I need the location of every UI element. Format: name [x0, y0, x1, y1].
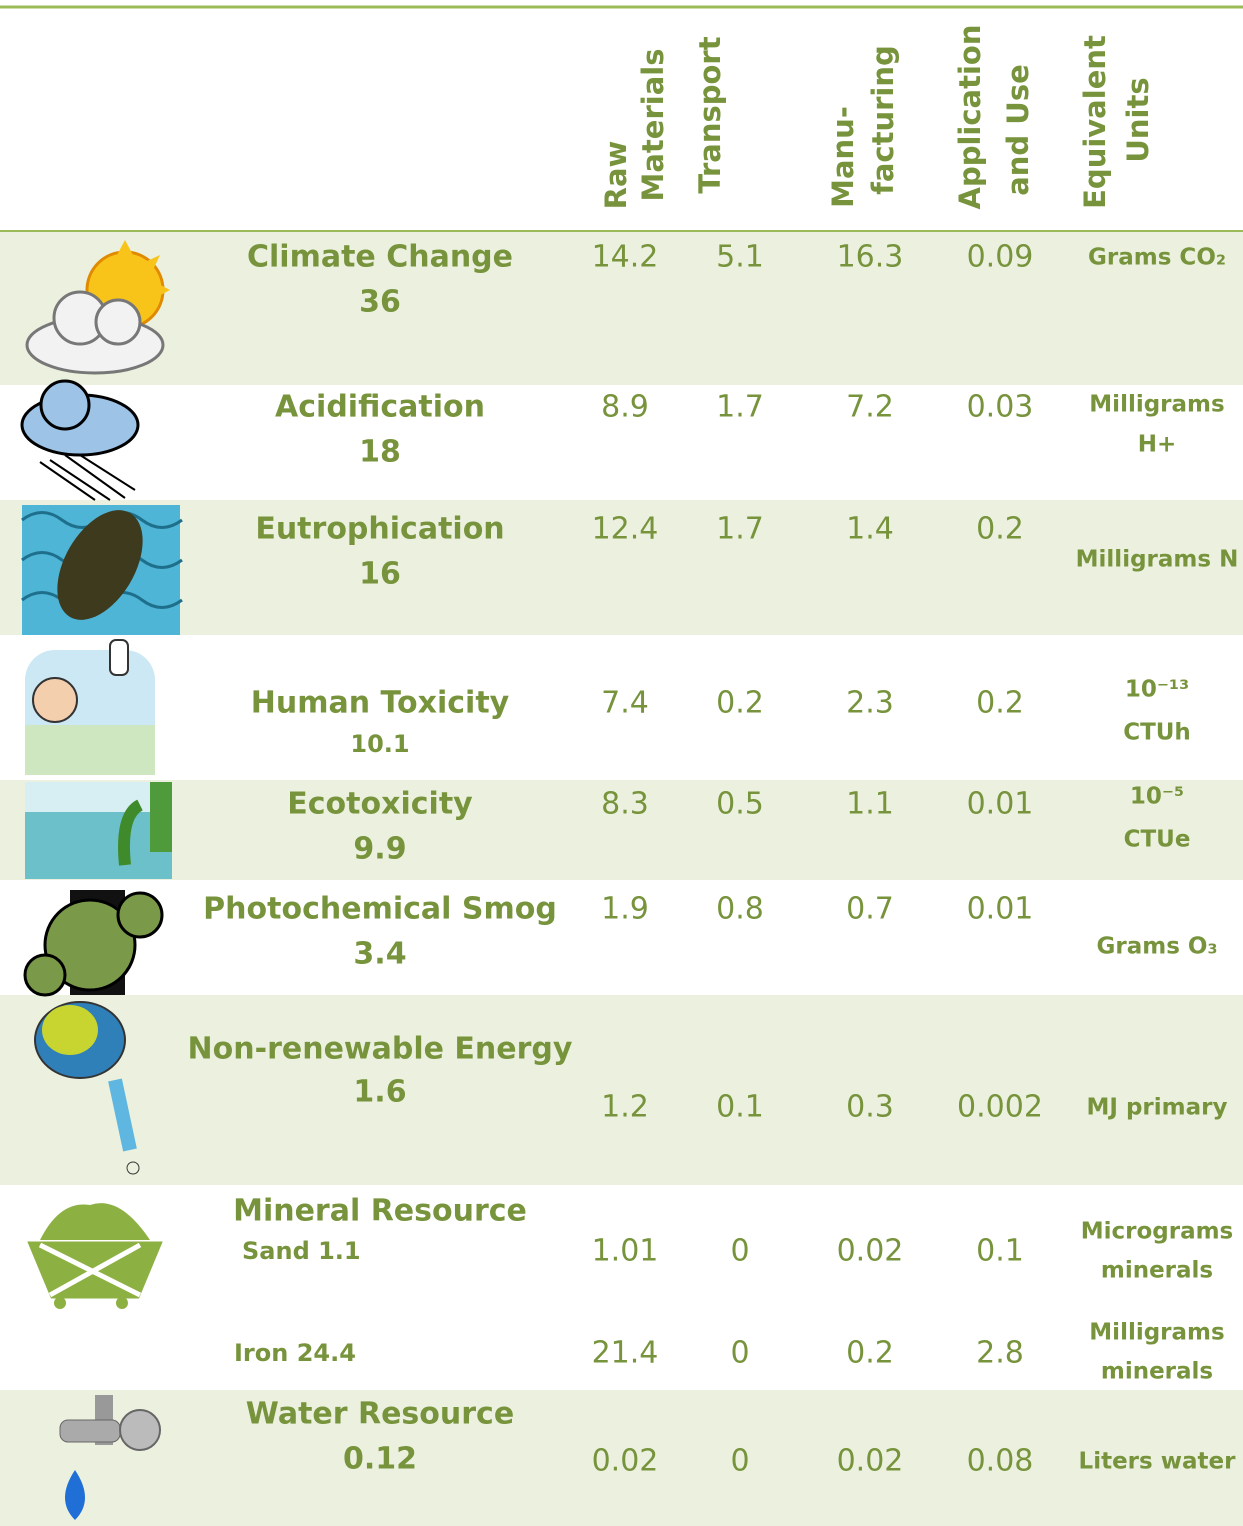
category-name: Water Resource: [246, 1397, 514, 1432]
cell-value: 0.02: [592, 1444, 659, 1479]
category-name: Acidification: [275, 390, 485, 425]
unit-label: minerals: [1101, 1258, 1213, 1284]
unit-label: 10⁻¹³: [1125, 677, 1189, 703]
category-name: Mineral Resource: [233, 1194, 527, 1229]
unit-label: minerals: [1101, 1359, 1213, 1385]
cell-value: 0.01: [967, 787, 1034, 822]
cell-value: 0.02: [837, 1234, 904, 1269]
column-header: Equivalent: [1078, 35, 1112, 209]
category-total: 1.6: [353, 1075, 406, 1110]
column-header: Application: [953, 25, 987, 210]
unit-label: H+: [1138, 432, 1177, 458]
category-name: Climate Change: [247, 240, 513, 275]
category-total: 18: [359, 435, 401, 470]
cell-value: 0.7: [846, 892, 894, 927]
subrow-label: Iron 24.4: [234, 1339, 356, 1367]
cell-value: 1.01: [592, 1234, 659, 1269]
cell-value: 14.2: [592, 240, 659, 275]
cell-value: 0: [730, 1444, 749, 1479]
category-total: 9.9: [353, 832, 406, 867]
unit-label: Milligrams: [1089, 1320, 1224, 1346]
page: RawMaterials Transport Manu-facturing Appli…: [0, 0, 1243, 1526]
icon-acidification: [22, 381, 138, 500]
cell-value: 0.2: [976, 512, 1024, 547]
cell-value: 0.1: [976, 1234, 1024, 1269]
cell-value: 12.4: [592, 512, 659, 547]
cell-value: 7.4: [601, 686, 649, 721]
column-header: facturing: [866, 45, 900, 195]
cell-value: 0.2: [976, 686, 1024, 721]
cell-value: 16.3: [837, 240, 904, 275]
unit-label: CTUh: [1123, 720, 1191, 746]
cell-value: 8.9: [601, 390, 649, 425]
category-total: 3.4: [353, 937, 406, 972]
cell-value: 0.08: [967, 1444, 1034, 1479]
category-name: Human Toxicity: [251, 686, 510, 721]
category-total: 0.12: [343, 1442, 417, 1477]
icon-eutrophication: [22, 496, 182, 635]
cell-value: 21.4: [592, 1336, 659, 1371]
row-backgrounds: [0, 232, 1243, 1526]
unit-label: Milligrams N: [1076, 547, 1239, 573]
unit-label: Liters water: [1079, 1449, 1237, 1475]
cell-value: 1.1: [846, 787, 894, 822]
cell-value: 0.2: [716, 686, 764, 721]
cell-value: 0: [730, 1234, 749, 1269]
cell-value: 1.7: [716, 390, 764, 425]
column-header: Raw: [599, 141, 633, 210]
cell-value: 7.2: [846, 390, 894, 425]
cell-value: 5.1: [716, 240, 764, 275]
cell-value: 0.002: [957, 1090, 1043, 1125]
cell-value: 0.2: [846, 1336, 894, 1371]
cell-value: 0: [730, 1336, 749, 1371]
unit-label: Micrograms: [1081, 1219, 1234, 1245]
category-name: Photochemical Smog: [203, 892, 557, 927]
cell-value: 8.3: [601, 787, 649, 822]
cell-value: 0.5: [716, 787, 764, 822]
cell-value: 1.9: [601, 892, 649, 927]
cell-value: 2.8: [976, 1336, 1024, 1371]
unit-label: 10⁻⁵: [1130, 784, 1184, 810]
category-total: 10.1: [350, 730, 409, 758]
column-header: Transport: [693, 36, 727, 193]
icon-smog: [25, 890, 162, 995]
cell-value: 0.8: [716, 892, 764, 927]
cell-value: 1.2: [601, 1090, 649, 1125]
category-name: Ecotoxicity: [287, 787, 473, 822]
column-header: and Use: [1001, 64, 1035, 196]
icon-ecotoxicity: [25, 782, 172, 879]
category-total: 36: [359, 285, 401, 320]
category-total: 16: [359, 557, 401, 592]
unit-label: Grams CO₂: [1088, 245, 1226, 271]
subrow-label: Sand 1.1: [242, 1237, 361, 1265]
unit-label: Grams O₃: [1096, 934, 1217, 960]
cell-value: 0.03: [967, 390, 1034, 425]
column-header: Units: [1121, 77, 1155, 162]
cell-value: 0.1: [716, 1090, 764, 1125]
cell-value: 0.09: [967, 240, 1034, 275]
unit-label: Milligrams: [1089, 392, 1224, 418]
cell-value: 1.7: [716, 512, 764, 547]
cell-value: 0.02: [837, 1444, 904, 1479]
cell-value: 2.3: [846, 686, 894, 721]
cell-value: 0.01: [967, 892, 1034, 927]
icon-human-toxicity: [25, 640, 155, 775]
cell-value: 0.3: [846, 1090, 894, 1125]
column-header: Manu-: [826, 106, 860, 208]
cell-value: 1.4: [846, 512, 894, 547]
column-header: Materials: [636, 49, 670, 202]
unit-label: MJ primary: [1087, 1095, 1228, 1121]
category-name: Eutrophication: [255, 512, 504, 547]
unit-label: CTUe: [1124, 827, 1191, 853]
icon-mineral: [25, 1203, 165, 1309]
category-name: Non-renewable Energy: [188, 1032, 573, 1067]
